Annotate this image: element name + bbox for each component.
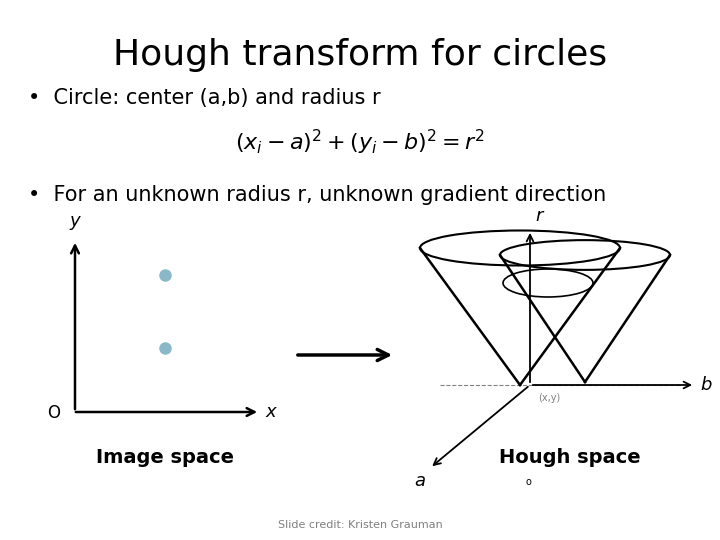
Text: Hough space: Hough space	[499, 448, 641, 467]
Text: o: o	[525, 477, 531, 487]
Text: •  For an unknown radius r, unknown gradient direction: • For an unknown radius r, unknown gradi…	[28, 185, 606, 205]
Text: O: O	[47, 404, 60, 422]
Text: r: r	[535, 207, 542, 225]
Text: (x,y): (x,y)	[538, 393, 560, 403]
Text: y: y	[70, 212, 81, 230]
Text: Slide credit: Kristen Grauman: Slide credit: Kristen Grauman	[278, 520, 442, 530]
Text: Hough transform for circles: Hough transform for circles	[113, 38, 607, 72]
Text: a: a	[414, 472, 425, 490]
Text: b: b	[700, 376, 711, 394]
Text: $(x_i - a)^2 + (y_i - b)^2 = r^2$: $(x_i - a)^2 + (y_i - b)^2 = r^2$	[235, 128, 485, 157]
Text: x: x	[265, 403, 276, 421]
Text: Image space: Image space	[96, 448, 234, 467]
Text: •  Circle: center (a,b) and radius r: • Circle: center (a,b) and radius r	[28, 88, 381, 108]
